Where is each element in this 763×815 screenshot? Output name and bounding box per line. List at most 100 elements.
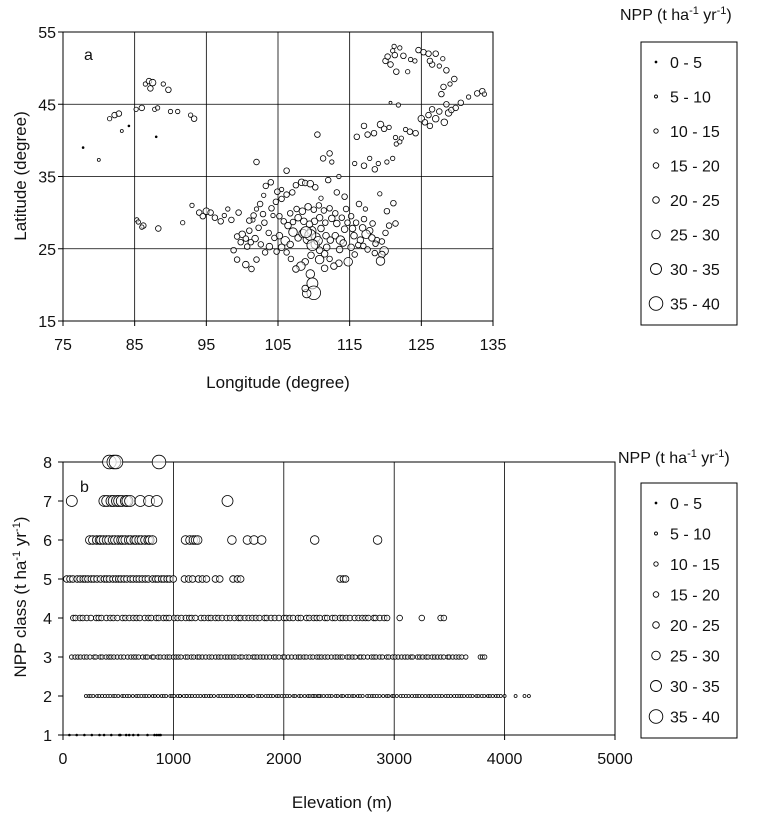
panel-a-data-point <box>286 240 294 249</box>
panel-a-legend-label: 20 - 25 <box>670 193 720 210</box>
panel-a-data-point <box>155 225 162 232</box>
panel-b-chart: 0 1000 2000 3000 4000 5000 1 2 3 4 5 6 7 8 b Elevatio… <box>11 448 738 812</box>
panel-a-data-point <box>276 212 283 220</box>
panel-b-data-point <box>418 614 425 622</box>
panel-a-data-point <box>312 184 319 191</box>
panel-a-data-point <box>438 90 445 98</box>
panel-a-data-point <box>135 219 141 225</box>
panel-b-data-point <box>147 535 158 545</box>
panel-b-data-point <box>136 733 140 737</box>
panel-b-data-point <box>124 495 137 507</box>
panel-b-data-point <box>202 575 211 583</box>
panel-b-data-point <box>386 694 391 698</box>
panel-b-label: b <box>80 479 89 496</box>
panel-a-data-point <box>304 203 312 211</box>
panel-a-data-point <box>392 220 399 227</box>
panel-b-data-point <box>329 694 334 698</box>
panel-b-data-point <box>259 694 264 698</box>
panel-b-data-point <box>178 694 182 698</box>
panel-a-data-point <box>250 212 257 219</box>
panel-a-legend-marker <box>654 94 658 99</box>
panel-a-data-point <box>451 75 458 83</box>
panel-a-data-point <box>315 213 324 222</box>
panel-a-data-point <box>380 125 388 132</box>
panel-b-data-point <box>127 733 131 737</box>
panel-a-data-point <box>267 179 274 186</box>
panel-a-data-point <box>326 205 333 212</box>
panel-a-data-point <box>323 243 331 251</box>
panel-a-data-point <box>344 219 351 226</box>
panel-b-data-point <box>396 614 403 622</box>
panel-a-data-point <box>361 229 371 240</box>
panel-a-legend-label: 15 - 20 <box>670 159 720 176</box>
panel-a-data-point <box>265 242 274 251</box>
panel-a-data-point <box>246 227 253 234</box>
panel-b-data-point <box>124 733 128 737</box>
panel-b-data-point <box>302 694 307 698</box>
panel-a-data-point <box>377 191 383 197</box>
panel-b-data-point <box>91 694 96 698</box>
panel-a-data-point <box>340 225 349 233</box>
panel-a-legend: 0 - 5 5 - 10 10 - 15 15 - 20 20 - 25 25 - 30 3… <box>648 55 720 314</box>
panel-b-data-point <box>487 694 492 698</box>
panel-b-data-point <box>310 535 320 545</box>
panel-b-data-point <box>502 694 507 698</box>
panel-a-data-point <box>235 209 242 216</box>
panel-b-data-point <box>339 654 346 660</box>
panel-a-data-point <box>217 218 224 225</box>
panel-a-data-point <box>322 219 329 226</box>
panel-a-data-point <box>358 224 367 232</box>
panel-a-data-point <box>347 212 355 220</box>
panel-b-data-point <box>189 694 194 698</box>
panel-b-data-point <box>448 694 453 698</box>
panel-b-data-point <box>251 694 256 698</box>
panel-b-data-point <box>144 654 151 660</box>
panel-b-legend-marker <box>651 650 661 661</box>
panel-b-data-point <box>276 694 281 698</box>
panel-a-data-point <box>388 100 393 105</box>
panel-a-data-point <box>407 56 414 63</box>
panel-b-x-tick-label: 4000 <box>487 751 523 768</box>
panel-a-data-point <box>314 254 325 265</box>
panel-a-legend-box <box>640 41 738 326</box>
panel-b-data-point <box>440 694 444 698</box>
panel-a-data-point <box>328 214 336 223</box>
panel-a-x-tick-label: 115 <box>337 337 363 354</box>
panel-b-data-point <box>108 694 113 698</box>
panel-a-data-point <box>382 229 389 237</box>
panel-a-data-point <box>436 63 442 69</box>
panel-a-data-point <box>320 250 329 258</box>
panel-a-data-point <box>335 245 344 254</box>
panel-a-data-point <box>421 119 429 126</box>
panel-a-data-point <box>189 202 195 208</box>
panel-a-data-point <box>333 219 341 228</box>
panel-b-data-point <box>462 694 467 698</box>
panel-b-data-point <box>423 694 428 698</box>
panel-b-data-point <box>257 535 267 545</box>
panel-b-data-point <box>470 694 475 698</box>
panel-b-legend-marker <box>652 621 660 629</box>
panel-a-data-point <box>127 124 131 128</box>
panel-a-data-point <box>221 212 227 219</box>
panel-b-data-point <box>87 614 95 622</box>
panel-a-data-point <box>301 284 309 293</box>
panel-b-data-point <box>482 694 487 698</box>
panel-a-data-point <box>428 106 436 113</box>
panel-b-data-point <box>83 733 86 737</box>
panel-b-data-point <box>192 614 199 622</box>
panel-a-data-point <box>154 135 158 139</box>
panel-a-data-point <box>307 251 315 259</box>
panel-a-data-point <box>329 159 335 165</box>
panel-a-data-point <box>375 160 381 167</box>
panel-a-y-tick-label: 55 <box>38 25 56 42</box>
panel-a-data-point <box>364 246 371 253</box>
panel-b-data-point <box>130 694 135 698</box>
panel-a-legend-label: 30 - 35 <box>670 262 720 279</box>
panel-b-data-point <box>236 575 245 583</box>
panel-a-data-point <box>247 238 254 246</box>
panel-a-data-point <box>284 221 292 230</box>
panel-a-data-point <box>278 195 285 203</box>
panel-a-data-point <box>228 216 235 224</box>
panel-b-data-point <box>341 694 346 698</box>
